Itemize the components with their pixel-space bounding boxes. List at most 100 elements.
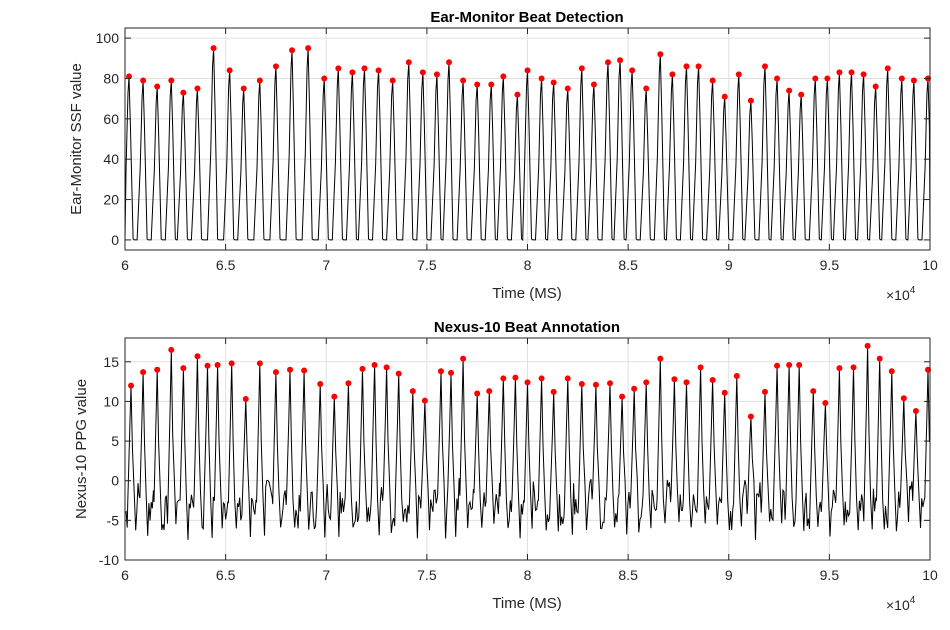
top-beat-marker	[824, 75, 831, 82]
top-beat-marker	[812, 75, 819, 82]
top-beat-marker	[617, 57, 624, 64]
bottom-x-tick-label: 8	[524, 567, 532, 583]
top-beat-marker	[910, 77, 917, 84]
bottom-beat-marker	[256, 360, 263, 367]
bottom-beat-marker	[421, 397, 428, 404]
top-beat-marker	[226, 67, 233, 74]
top-beat-marker	[305, 45, 312, 52]
bottom-beat-marker	[154, 366, 161, 373]
top-beat-marker	[500, 73, 507, 80]
top-beat-marker	[761, 63, 768, 70]
top-beat-marker	[643, 85, 650, 92]
bottom-x-tick-label: 9.5	[820, 567, 840, 583]
bottom-beat-marker	[657, 355, 664, 362]
bottom-beat-marker	[359, 365, 366, 372]
bottom-beat-marker	[301, 367, 308, 374]
bottom-beat-marker	[460, 355, 467, 362]
bottom-beat-marker	[242, 396, 249, 403]
top-beat-marker	[321, 75, 328, 82]
bottom-beat-marker	[194, 353, 201, 360]
top-chart-title: Ear-Monitor Beat Detection	[430, 9, 623, 26]
bottom-beat-marker	[607, 380, 614, 387]
bottom-beat-marker	[697, 364, 704, 371]
bottom-ticks: 6 6.5 7 7.5 8 8.5 9 9.5 10 -10 -5 0 5 10 15	[99, 338, 938, 583]
top-beat-marker	[836, 69, 843, 76]
top-beat-marker	[683, 63, 690, 70]
bottom-beat-marker	[810, 388, 817, 395]
bottom-beat-marker	[888, 368, 895, 375]
top-beat-marker	[194, 85, 201, 92]
top-x-tick-label: 9	[725, 257, 733, 273]
bottom-beat-marker	[631, 385, 638, 392]
top-beat-marker	[256, 77, 263, 84]
top-y-tick-label: 40	[103, 151, 119, 167]
bottom-beat-marker	[864, 342, 871, 349]
bottom-beat-marker	[643, 379, 650, 386]
top-beat-marker	[154, 83, 161, 90]
bottom-signal-line	[124, 345, 930, 541]
bottom-y-axis-label: Nexus-10 PPG value	[73, 379, 90, 519]
top-x-tick-label: 7	[322, 257, 330, 273]
top-beat-marker	[168, 77, 175, 84]
top-beat-marker	[361, 65, 368, 72]
bottom-x-tick-label: 9	[725, 567, 733, 583]
bottom-beat-marker	[272, 369, 279, 376]
top-beat-marker	[629, 67, 636, 74]
bottom-beat-marker	[395, 370, 402, 377]
top-y-axis-label: Ear-Monitor SSF value	[68, 63, 85, 215]
bottom-signal-trace	[124, 345, 930, 541]
top-y-tick-label: 0	[111, 232, 119, 248]
top-y-tick-label: 60	[103, 111, 119, 127]
bottom-beat-marker	[747, 413, 754, 420]
top-beat-marker	[240, 85, 247, 92]
bottom-beat-marker	[550, 388, 557, 395]
bottom-beat-marker	[592, 381, 599, 388]
top-beat-marker	[272, 63, 279, 70]
bottom-beat-marker	[486, 388, 493, 395]
bottom-beat-marker	[564, 375, 571, 382]
bottom-beat-marker	[721, 389, 728, 396]
top-x-exponent: ×104	[886, 285, 916, 303]
bottom-beat-marker	[204, 362, 211, 369]
top-beat-marker	[860, 71, 867, 78]
top-x-axis-label: Time (MS)	[492, 285, 561, 302]
bottom-beat-marker	[500, 375, 507, 382]
top-x-tick-label: 6	[121, 257, 129, 273]
bottom-x-tick-label: 6	[121, 567, 129, 583]
top-beat-marker	[460, 77, 467, 84]
bottom-beat-marker	[822, 400, 829, 407]
bottom-beat-marker	[538, 375, 545, 382]
bottom-beat-marker	[180, 365, 187, 372]
top-x-tick-label: 8.5	[618, 257, 638, 273]
bottom-x-tick-label: 7	[322, 567, 330, 583]
bottom-beat-marker	[448, 369, 455, 376]
top-beat-marker	[389, 77, 396, 84]
top-beat-marker	[289, 47, 296, 54]
bottom-beat-marker	[900, 395, 907, 402]
top-beat-marker	[514, 91, 521, 98]
top-x-exponent-power: 4	[910, 285, 916, 296]
top-x-tick-label: 7.5	[417, 257, 437, 273]
bottom-beat-marker	[512, 374, 519, 381]
top-beat-marker	[747, 97, 754, 104]
bottom-beat-marker	[140, 369, 147, 376]
top-beat-marker	[669, 71, 676, 78]
top-beat-marker	[774, 75, 781, 82]
top-beat-marker	[140, 77, 147, 84]
bottom-beat-marker	[371, 361, 378, 368]
bottom-beat-marker	[733, 373, 740, 380]
top-beat-marker	[798, 91, 805, 98]
bottom-beat-marker	[683, 379, 690, 386]
top-y-tick-label: 20	[103, 192, 119, 208]
bottom-beat-marker	[876, 355, 883, 362]
top-beat-marker	[538, 75, 545, 82]
top-beat-marker	[848, 69, 855, 76]
top-beat-marker	[735, 71, 742, 78]
bottom-beat-marker	[836, 365, 843, 372]
bottom-beat-marker	[796, 361, 803, 368]
top-beat-marker	[564, 85, 571, 92]
top-beat-marker	[578, 65, 585, 72]
bottom-beat-marker	[317, 380, 324, 387]
bottom-y-tick-label: 10	[103, 393, 119, 409]
